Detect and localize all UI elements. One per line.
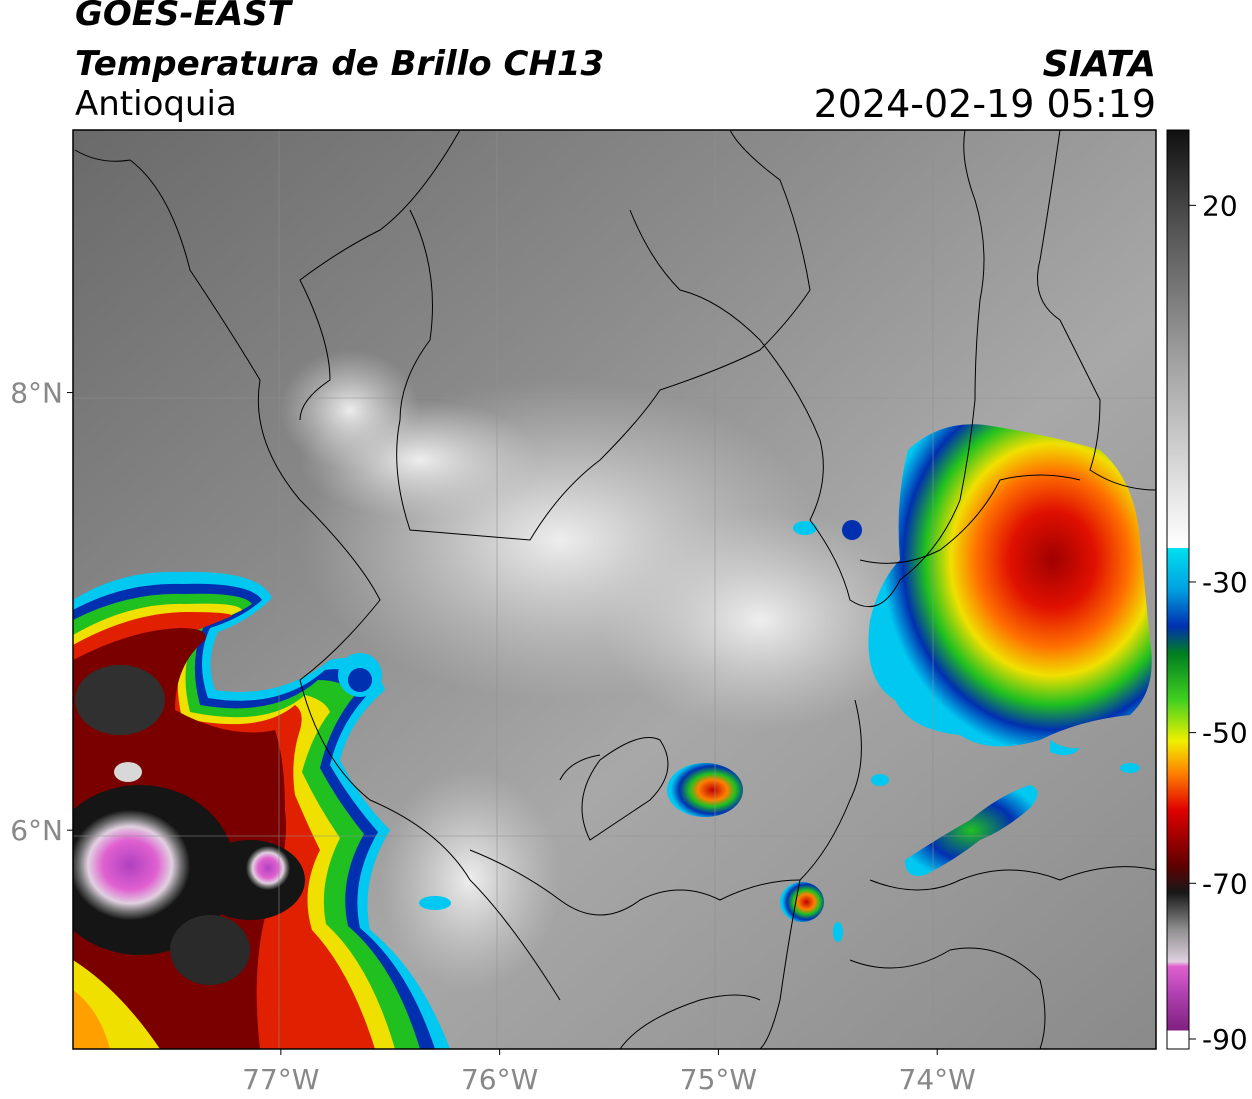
east-storm-band [905, 785, 1038, 876]
colorbar: 20 -30 -50 -70 -90 [1166, 129, 1248, 1056]
central-storm-cell [667, 763, 743, 817]
west-core [73, 810, 190, 920]
map-frame [72, 129, 1157, 1050]
colorbar-tick-label: -70 [1202, 867, 1248, 900]
west-secondary-core [246, 846, 290, 890]
colorbar-tick-label: -90 [1202, 1023, 1248, 1056]
organization-label: SIATA [1042, 44, 1156, 85]
region-label: Antioquia [75, 84, 237, 124]
y-tick-label: 8°N [10, 377, 63, 410]
y-axis: 8°N 6°N [10, 377, 73, 847]
product-title: Temperatura de Brillo CH13 [75, 44, 605, 84]
x-axis: 77°W 76°W 75°W 74°W [242, 1049, 976, 1096]
x-tick-label: 74°W [899, 1063, 976, 1096]
x-tick-label: 76°W [461, 1063, 538, 1096]
datetime-label: 2024-02-19 05:19 [813, 82, 1156, 126]
northeast-storm-system [868, 424, 1152, 747]
south-storm-cell [780, 882, 824, 922]
colorbar-tick-label: -30 [1202, 566, 1248, 599]
colorbar-tick-label: 20 [1202, 189, 1238, 222]
x-tick-label: 77°W [242, 1063, 319, 1096]
satellite-title: GOES-EAST [75, 0, 291, 34]
colorbar-tick-label: -50 [1202, 717, 1248, 750]
boundaries [74, 130, 1156, 1049]
colorbar-scale [1167, 130, 1189, 1049]
x-tick-label: 75°W [680, 1063, 757, 1096]
y-tick-label: 6°N [10, 814, 63, 847]
satellite-image [73, 130, 1156, 1049]
